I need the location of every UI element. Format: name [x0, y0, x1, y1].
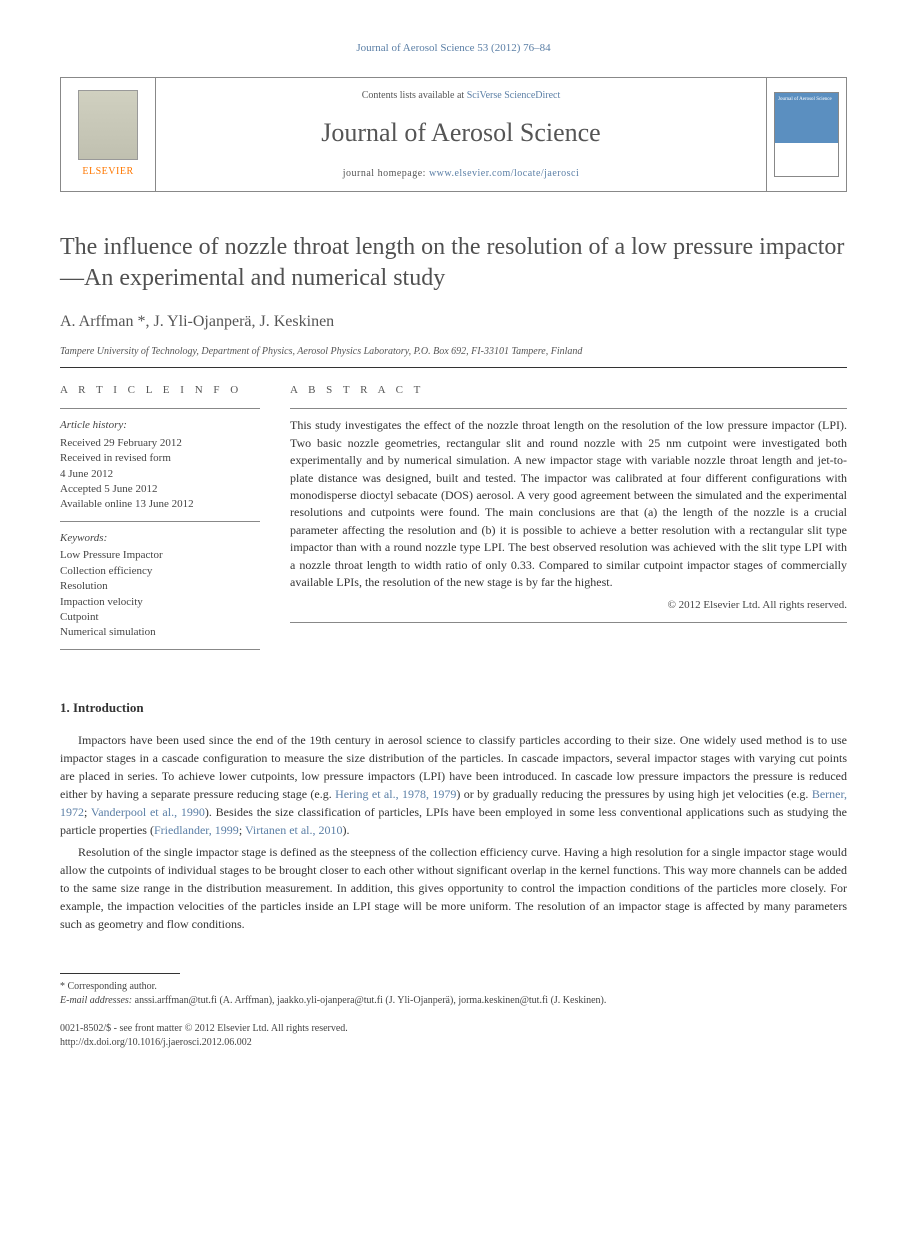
- history-label: Article history:: [60, 417, 260, 434]
- citation-link[interactable]: Vanderpool et al., 1990: [91, 805, 205, 819]
- publisher-logo: ELSEVIER: [61, 78, 156, 191]
- header-center: Contents lists available at SciVerse Sci…: [156, 78, 766, 191]
- abstract-divider: [290, 622, 847, 623]
- bottom-metadata: 0021-8502/$ - see front matter © 2012 El…: [60, 1022, 847, 1050]
- article-title: The influence of nozzle throat length on…: [60, 232, 847, 294]
- info-divider: [60, 649, 260, 650]
- divider: [60, 367, 847, 368]
- keyword: Low Pressure Impactor: [60, 548, 260, 563]
- email-list: anssi.arffman@tut.fi (A. Arffman), jaakk…: [135, 995, 607, 1006]
- authors: A. Arffman *, J. Yli-Ojanperä, J. Keskin…: [60, 310, 847, 334]
- history-item: Accepted 5 June 2012: [60, 482, 260, 497]
- doi-line: http://dx.doi.org/10.1016/j.jaerosci.201…: [60, 1036, 847, 1050]
- journal-title: Journal of Aerosol Science: [321, 113, 600, 152]
- email-label: E-mail addresses:: [60, 995, 135, 1006]
- intro-paragraph-1: Impactors have been used since the end o…: [60, 731, 847, 839]
- para-text: ).: [343, 823, 350, 837]
- history-item: Received 29 February 2012: [60, 436, 260, 451]
- corresponding-author-note: * Corresponding author.: [60, 980, 847, 994]
- keyword: Collection efficiency: [60, 564, 260, 579]
- keywords-label: Keywords:: [60, 530, 260, 547]
- elsevier-tree-icon: [78, 90, 138, 160]
- history-item: 4 June 2012: [60, 467, 260, 482]
- info-divider: [60, 521, 260, 522]
- history-item: Available online 13 June 2012: [60, 497, 260, 512]
- citation-link[interactable]: Virtanen et al., 2010: [245, 823, 343, 837]
- introduction-heading: 1. Introduction: [60, 698, 847, 718]
- article-info-label: A R T I C L E I N F O: [60, 382, 260, 399]
- keyword: Numerical simulation: [60, 625, 260, 640]
- para-text: ;: [84, 805, 91, 819]
- info-divider: [60, 408, 260, 409]
- keyword: Impaction velocity: [60, 595, 260, 610]
- journal-header-box: ELSEVIER Contents lists available at Sci…: [60, 77, 847, 192]
- abstract-copyright: © 2012 Elsevier Ltd. All rights reserved…: [290, 597, 847, 614]
- email-footnote: E-mail addresses: anssi.arffman@tut.fi (…: [60, 994, 847, 1008]
- abstract-divider: [290, 408, 847, 409]
- homepage-link[interactable]: www.elsevier.com/locate/jaerosci: [429, 168, 579, 179]
- contents-prefix: Contents lists available at: [362, 90, 467, 101]
- journal-reference: Journal of Aerosol Science 53 (2012) 76–…: [60, 40, 847, 57]
- intro-paragraph-2: Resolution of the single impactor stage …: [60, 843, 847, 933]
- history-item: Received in revised form: [60, 451, 260, 466]
- journal-homepage: journal homepage: www.elsevier.com/locat…: [343, 166, 580, 181]
- affiliation: Tampere University of Technology, Depart…: [60, 344, 847, 359]
- keyword: Cutpoint: [60, 610, 260, 625]
- abstract-column: A B S T R A C T This study investigates …: [290, 382, 847, 658]
- citation-link[interactable]: Hering et al., 1978, 1979: [335, 787, 456, 801]
- keyword: Resolution: [60, 579, 260, 594]
- sciencedirect-link[interactable]: SciVerse ScienceDirect: [467, 90, 561, 101]
- homepage-prefix: journal homepage:: [343, 168, 429, 179]
- info-abstract-row: A R T I C L E I N F O Article history: R…: [60, 382, 847, 658]
- journal-cover: Journal of Aerosol Science: [766, 78, 846, 191]
- publisher-name: ELSEVIER: [82, 164, 133, 179]
- issn-line: 0021-8502/$ - see front matter © 2012 El…: [60, 1022, 847, 1036]
- footnote-rule: [60, 973, 180, 974]
- abstract-label: A B S T R A C T: [290, 382, 847, 399]
- abstract-text: This study investigates the effect of th…: [290, 417, 847, 591]
- cover-thumbnail: Journal of Aerosol Science: [774, 92, 839, 177]
- citation-link[interactable]: Friedlander, 1999: [154, 823, 239, 837]
- contents-available: Contents lists available at SciVerse Sci…: [362, 88, 561, 103]
- para-text: ) or by gradually reducing the pressures…: [456, 787, 811, 801]
- article-info-column: A R T I C L E I N F O Article history: R…: [60, 382, 260, 658]
